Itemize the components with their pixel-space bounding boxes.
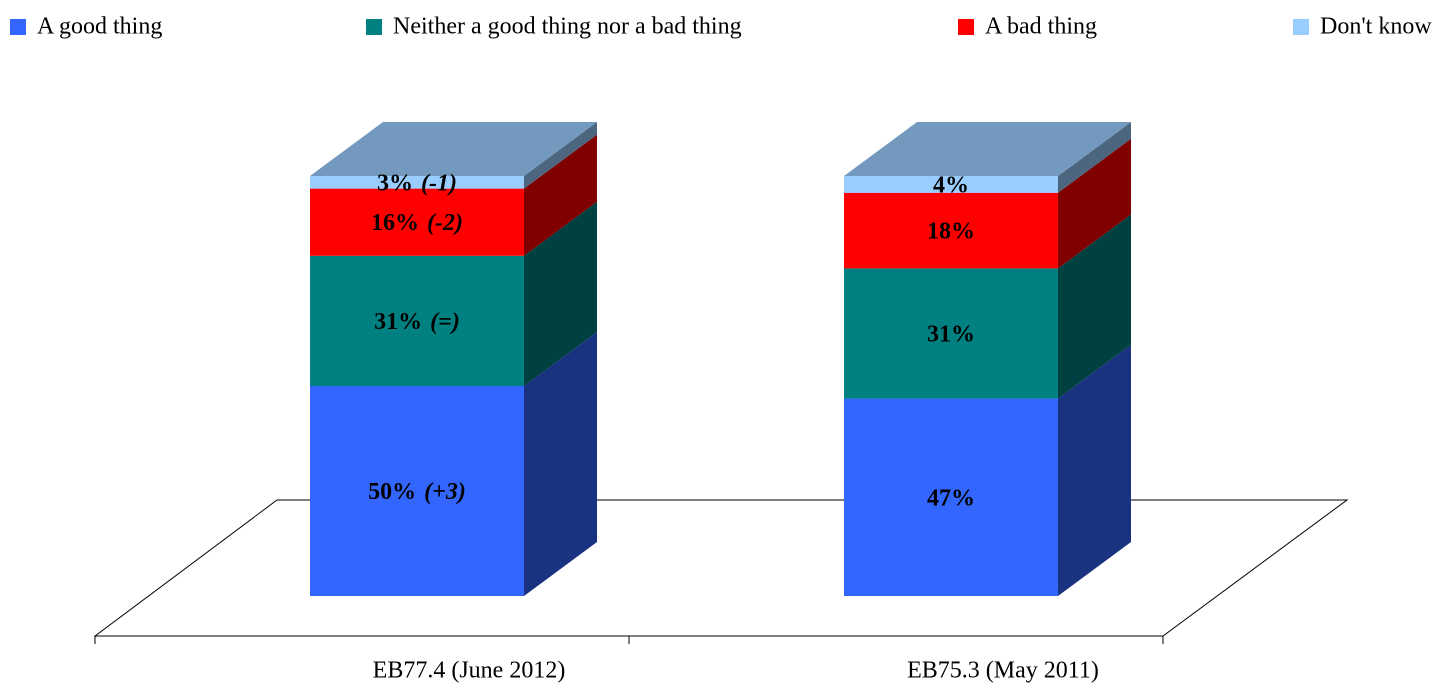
bar-side [524, 201, 597, 386]
bar [844, 176, 1058, 193]
bar-segment [844, 214, 1131, 399]
x-tick-label: EB77.4 (June 2012) [373, 658, 566, 684]
value-label: 31% (=) [374, 308, 460, 334]
value-label: 4% [933, 172, 969, 198]
legend-swatch [10, 19, 26, 35]
value-label: 31% [927, 321, 975, 347]
value-label-change: (=) [430, 308, 460, 334]
bar [844, 268, 1058, 399]
bar-segment [310, 122, 597, 189]
value-label: 16% (-2) [371, 210, 463, 236]
value-label: 50% (+3) [368, 479, 466, 505]
value-label-change: (+3) [424, 479, 466, 505]
bar [844, 192, 1058, 269]
x-tick-label: EB75.3 (May 2011) [907, 658, 1099, 684]
bar-segment [844, 344, 1131, 596]
value-label-number: 47% [927, 485, 975, 511]
value-label: 47% [927, 485, 975, 511]
legend-label: Don't know [1320, 14, 1432, 40]
value-label-number: 3% [377, 170, 413, 196]
legend-label: Neither a good thing nor a bad thing [393, 14, 742, 40]
bar-side [524, 332, 597, 596]
legend-swatch [958, 19, 974, 35]
value-label-change: (-1) [421, 170, 457, 196]
bar [310, 255, 524, 386]
value-label-change: (-2) [427, 210, 463, 236]
legend-label: A good thing [37, 14, 162, 40]
bar-side [1058, 344, 1131, 596]
bar-top [844, 122, 1131, 176]
bar [310, 386, 524, 596]
value-label-number: 16% [371, 210, 419, 236]
bar-segment [844, 138, 1131, 269]
value-label-number: 31% [927, 321, 975, 347]
bar [310, 188, 524, 256]
bar-segment [844, 122, 1131, 193]
legend-swatch [366, 19, 382, 35]
legend-label: A bad thing [985, 14, 1097, 40]
bar [310, 176, 524, 189]
bar-side [524, 122, 597, 189]
value-label-number: 18% [927, 218, 975, 244]
bar [844, 398, 1058, 596]
legend-swatch [1293, 19, 1309, 35]
bar-segment [310, 332, 597, 596]
value-label-number: 4% [933, 172, 969, 198]
bar-side [1058, 122, 1131, 193]
value-label-number: 31% [374, 308, 422, 334]
floor [93, 499, 1349, 637]
value-label: 3% (-1) [377, 170, 457, 196]
bar-side [1058, 214, 1131, 399]
bar-side [1058, 138, 1131, 269]
bar-side [524, 134, 597, 256]
bar-segment [310, 134, 597, 256]
value-label-number: 50% [368, 479, 416, 505]
value-label: 18% [927, 218, 975, 244]
bar-segment [310, 201, 597, 386]
bar-top [310, 122, 597, 176]
